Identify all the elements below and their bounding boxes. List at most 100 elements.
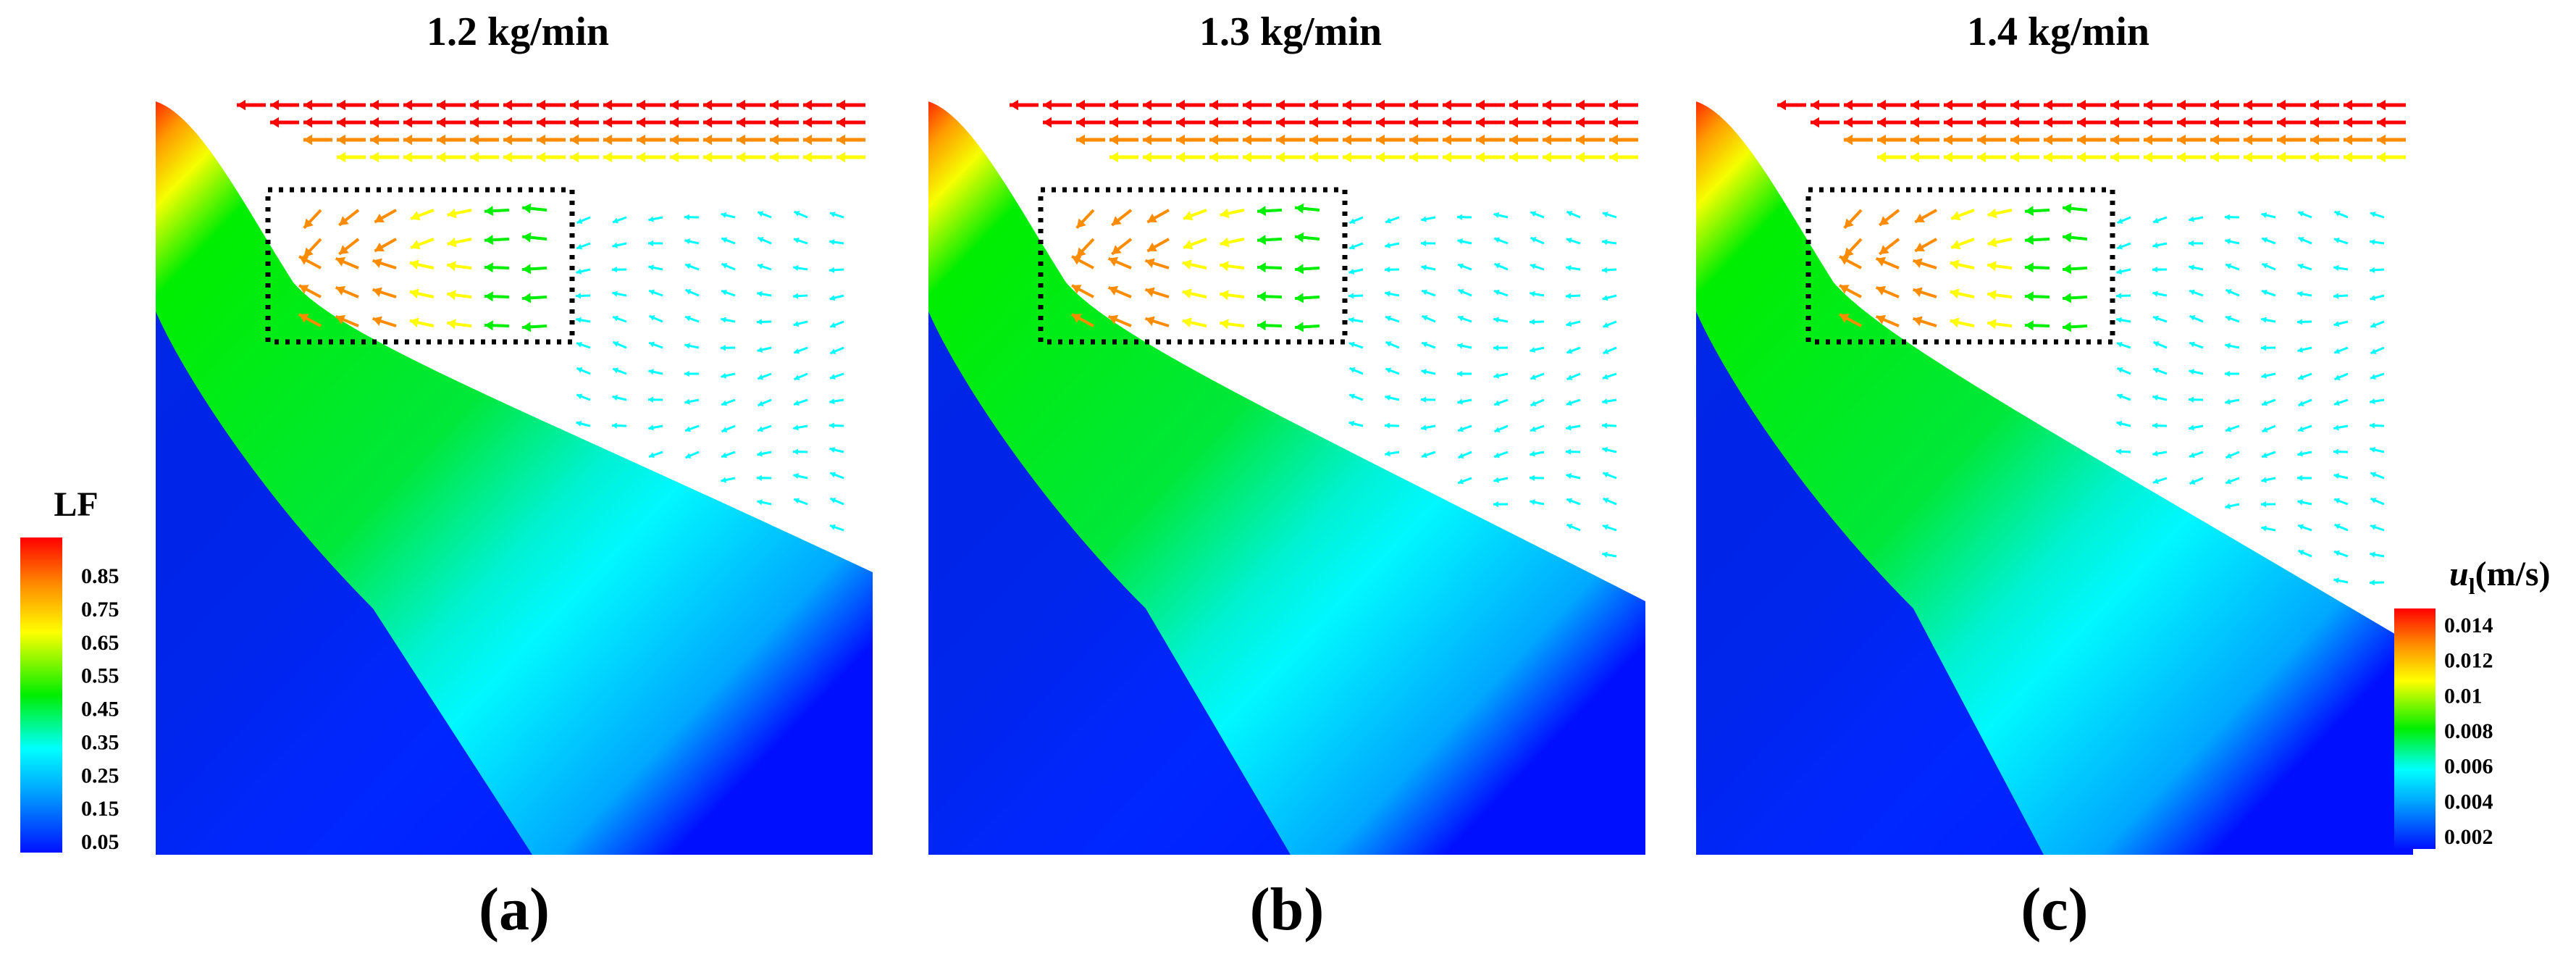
velocity-arrowhead	[437, 134, 445, 146]
velocity-arrowhead	[830, 374, 836, 380]
velocity-arrowhead	[2370, 422, 2375, 429]
velocity-arrowhead	[684, 343, 690, 349]
velocity-arrowhead	[1950, 288, 1960, 299]
velocity-arrowhead	[2025, 262, 2034, 273]
velocity-arrowhead	[1376, 99, 1385, 111]
velocity-arrowhead	[1385, 395, 1391, 401]
velocity-arrowhead	[503, 99, 512, 111]
velocity-arrowhead	[648, 216, 654, 222]
velocity-arrowhead	[1609, 117, 1618, 128]
velocity-arrowhead	[684, 370, 689, 377]
velocity-arrowhead	[1385, 267, 1390, 273]
velocity-arrowhead	[1609, 99, 1618, 111]
velocity-arrowhead	[757, 474, 762, 482]
velocity-arrowhead	[303, 117, 312, 128]
velocity-arrowhead	[1257, 235, 1267, 246]
velocity-arrowhead	[2297, 346, 2304, 353]
velocity-arrowhead	[757, 451, 763, 457]
velocity-arrowhead	[1458, 453, 1464, 459]
velocity-arrowhead	[1349, 341, 1355, 348]
velocity-arrowhead	[1944, 134, 1952, 146]
velocity-arrowhead	[793, 473, 800, 480]
velocity-arrowhead	[2110, 99, 2119, 111]
velocity-arrowhead	[1076, 117, 1085, 128]
velocity-arrowhead	[685, 315, 692, 322]
velocity-arrowhead	[2298, 263, 2304, 269]
velocity-arrowhead	[2334, 375, 2341, 380]
velocity-arrowhead	[1295, 322, 1304, 332]
velocity-arrowhead	[2010, 134, 2019, 146]
velocity-arrowhead	[685, 453, 692, 459]
velocity-arrowhead	[1112, 245, 1122, 254]
velocity-arrowhead	[1603, 472, 1609, 478]
velocity-arrowhead	[2189, 479, 2196, 485]
velocity-arrowhead	[1494, 263, 1501, 269]
velocity-arrowhead	[335, 256, 346, 267]
velocity-arrowhead	[1458, 289, 1464, 295]
velocity-arrowhead	[684, 398, 690, 405]
velocity-subscript: l	[2469, 573, 2475, 599]
velocity-arrowhead	[1950, 259, 1960, 270]
velocity-arrowhead	[484, 235, 494, 246]
velocity-arrowhead	[1108, 256, 1119, 267]
velocity-arrowhead	[1147, 242, 1157, 252]
velocity-arrowhead	[1421, 424, 1427, 431]
velocity-arrowhead	[1109, 99, 1118, 111]
velocity-arrowhead	[570, 151, 579, 163]
velocity-arrowhead	[721, 477, 726, 483]
velocity-arrowhead	[1913, 316, 1923, 326]
velocity-arrowhead	[2110, 134, 2119, 146]
velocity-arrowhead	[437, 151, 445, 163]
velocity-arrowhead	[794, 498, 800, 504]
velocity-arrowhead	[2334, 400, 2340, 406]
velocity-arrowhead	[793, 424, 799, 431]
velocity-arrowhead	[758, 401, 764, 406]
velocity-arrowhead	[1566, 293, 1572, 299]
velocity-arrowhead	[2225, 426, 2231, 432]
velocity-arrowhead	[2152, 451, 2158, 457]
velocity-arrowhead	[1950, 317, 1960, 328]
velocity-arrowhead	[1566, 375, 1573, 380]
velocity-arrowhead	[537, 99, 545, 111]
velocity-vectors	[1777, 99, 2406, 586]
velocity-arrowhead	[2261, 212, 2267, 219]
velocity-arrowhead	[1385, 242, 1390, 248]
velocity-arrowhead	[794, 211, 800, 217]
velocity-arrowhead	[2225, 343, 2231, 349]
velocity-arrowhead	[1951, 211, 1961, 221]
velocity-arrowhead	[2116, 317, 2122, 323]
velocity-arrowhead	[1220, 237, 1230, 248]
velocity-unit: (m/s)	[2475, 555, 2551, 593]
velocity-arrowhead	[1543, 134, 1551, 146]
velocity-arrowhead	[1602, 446, 1608, 453]
velocity-arrowhead	[570, 99, 579, 111]
velocity-arrowhead	[1493, 501, 1498, 508]
velocity-arrowhead	[576, 243, 583, 250]
velocity-arrowhead	[339, 216, 349, 225]
colorbar-tick-label: 0.35	[81, 730, 119, 754]
velocity-arrowhead	[2177, 151, 2186, 163]
velocity-arrowhead	[2152, 290, 2158, 297]
velocity-arrowhead	[1530, 499, 1535, 506]
velocity-arrowhead	[2334, 498, 2341, 504]
velocity-arrowhead	[2344, 151, 2352, 163]
lf-colorbar-ticks: 0.85 0.75 0.65 0.55 0.45 0.35 0.25 0.15 0.05	[81, 564, 119, 854]
velocity-arrowhead	[1476, 99, 1485, 111]
velocity-arrowhead	[603, 117, 612, 128]
velocity-arrowhead	[2310, 134, 2319, 146]
velocity-arrowhead	[2225, 315, 2232, 322]
velocity-arrowhead	[2116, 448, 2122, 455]
velocity-arrowhead	[770, 117, 779, 128]
velocity-arrowhead	[2117, 243, 2123, 250]
velocity-arrowhead	[603, 99, 612, 111]
velocity-arrowhead	[1443, 99, 1451, 111]
velocity-arrowhead	[1076, 218, 1086, 228]
velocity-arrowhead	[1457, 343, 1463, 349]
velocity-arrowhead	[1844, 134, 1853, 146]
velocity-arrowhead	[2189, 396, 2194, 403]
velocity-arrowhead	[1777, 99, 1786, 111]
velocity-arrowhead	[603, 151, 612, 163]
velocity-arrowhead	[2262, 427, 2268, 432]
solidus-band	[1696, 311, 2044, 855]
velocity-arrowhead	[649, 452, 655, 459]
